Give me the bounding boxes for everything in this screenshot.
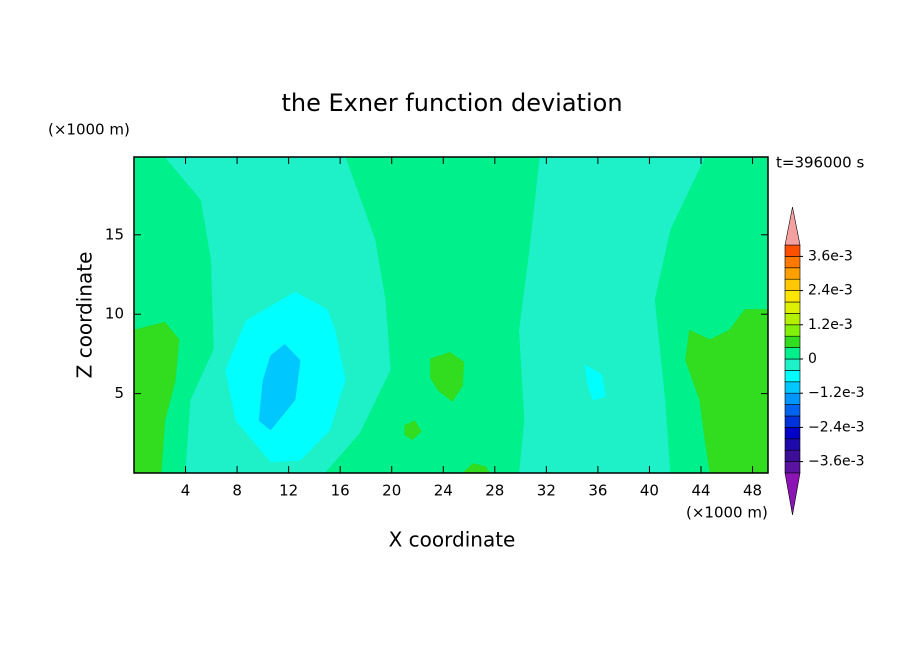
- colorbar-tick-label: −3.6e-3: [808, 454, 865, 470]
- colorbar-box: [784, 392, 801, 405]
- x-tick-label: 16: [331, 482, 350, 500]
- colorbar-box: [784, 415, 801, 428]
- x-tick-label: 8: [232, 482, 242, 500]
- plot-frame: [133, 156, 769, 474]
- y-tick-label: 15: [105, 225, 124, 243]
- x-axis-label: X coordinate: [389, 528, 516, 552]
- colorbar-box: [784, 358, 801, 371]
- y-axis-label: Z coordinate: [73, 252, 97, 379]
- time-label: t=396000 s: [776, 154, 864, 172]
- colorbar-box: [784, 427, 801, 440]
- x-tick-label: 24: [434, 482, 453, 500]
- x-tick-label: 4: [181, 482, 191, 500]
- colorbar-tick-label: −1.2e-3: [808, 385, 865, 401]
- colorbar-box: [784, 461, 801, 474]
- x-tick-label: 28: [485, 482, 504, 500]
- colorbar-box: [784, 301, 801, 314]
- colorbar-tick-label: 2.4e-3: [808, 283, 853, 299]
- contour-region: [685, 309, 768, 473]
- colorbar-box: [784, 347, 801, 360]
- contour-region: [430, 352, 465, 402]
- colorbar-box: [784, 335, 801, 348]
- chart-title: the Exner function deviation: [281, 89, 622, 117]
- x-tick-label: 12: [279, 482, 298, 500]
- x-tick-label: 36: [588, 482, 607, 500]
- x-tick-label: 20: [382, 482, 401, 500]
- colorbar-box: [784, 278, 801, 291]
- x-tick-label: 48: [743, 482, 762, 500]
- contour-region: [462, 463, 490, 473]
- contour-field: [134, 157, 768, 473]
- contour-region: [404, 420, 422, 440]
- colorbar-box: [784, 256, 801, 269]
- x-tick-label: 32: [537, 482, 556, 500]
- contour-region: [584, 364, 606, 401]
- x-unit-label: (×1000 m): [686, 504, 768, 522]
- colorbar-box: [784, 370, 801, 383]
- colorbar-box: [784, 438, 801, 451]
- colorbar-tick-label: 3.6e-3: [808, 248, 853, 264]
- colorbar-box: [784, 290, 801, 303]
- colorbar-box: [784, 449, 801, 462]
- colorbar-box: [784, 404, 801, 417]
- y-tick-label: 10: [105, 305, 124, 323]
- colorbar-box: [784, 381, 801, 394]
- contour-region: [134, 321, 180, 473]
- x-tick-label: 44: [691, 482, 710, 500]
- colorbar-box: [784, 244, 801, 257]
- colorbar-box: [784, 313, 801, 326]
- colorbar: 3.6e-3 2.4e-3 1.2e-3 0 −1.2e-3 −2.4e-3 −3.6e-3: [784, 206, 865, 516]
- colorbar-tick-label: 1.2e-3: [808, 317, 853, 333]
- colorbar-box: [784, 267, 801, 280]
- contour-region: [519, 157, 706, 473]
- colorbar-tick-label: −2.4e-3: [808, 419, 865, 435]
- y-unit-label: (×1000 m): [48, 121, 130, 139]
- colorbar-under: [784, 472, 801, 516]
- colorbar-box: [784, 324, 801, 337]
- x-tick-label: 40: [640, 482, 659, 500]
- contour-region: [258, 344, 301, 431]
- y-tick-label: 5: [114, 384, 124, 402]
- colorbar-over: [784, 206, 801, 246]
- colorbar-tick-label: 0: [808, 351, 817, 367]
